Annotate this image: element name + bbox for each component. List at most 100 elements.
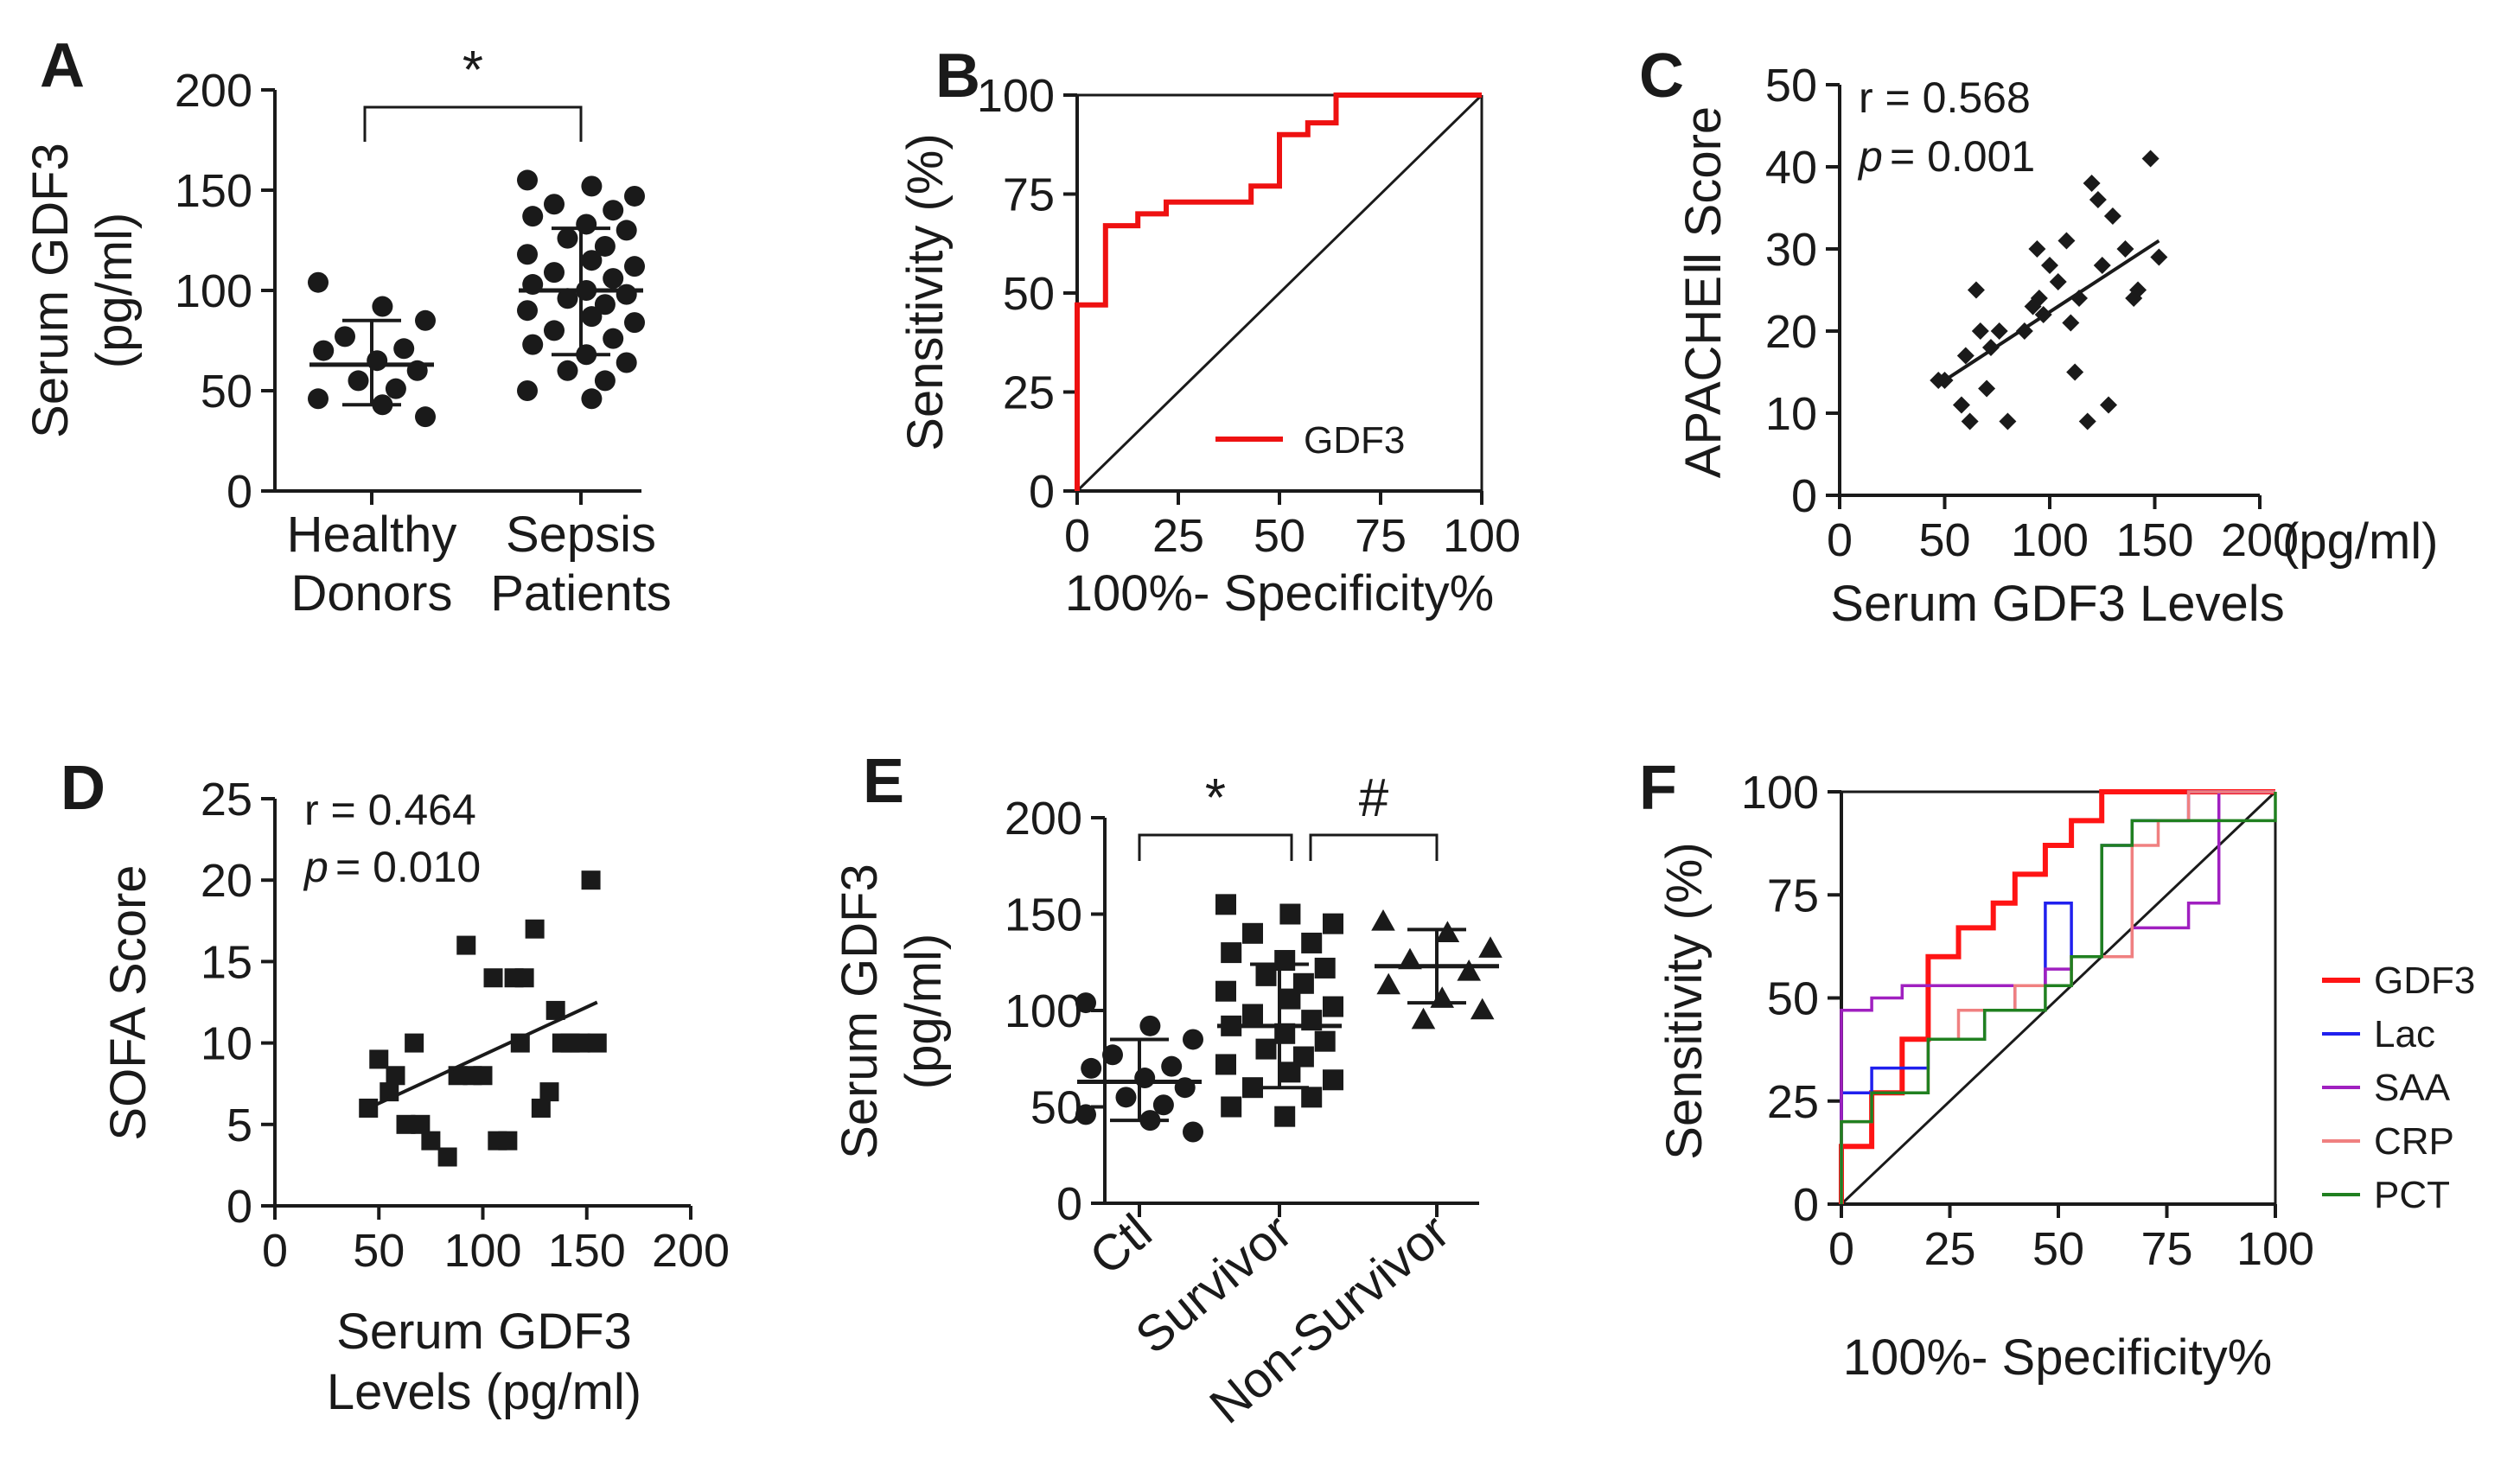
data-point [544, 194, 565, 215]
y-tick-label: 10 [201, 1018, 252, 1070]
data-point [1478, 936, 1502, 958]
data-point [1183, 1029, 1203, 1050]
data-point [594, 235, 616, 257]
y-tick-label: 150 [175, 165, 252, 217]
y-tick-label: 200 [1005, 793, 1082, 845]
data-point [1314, 1030, 1336, 1052]
significance-bracket [363, 105, 583, 142]
data-point [2083, 175, 2101, 192]
p-value: = 0.010 [335, 843, 481, 891]
y-tick-label: 25 [1767, 1076, 1819, 1128]
data-point [2093, 257, 2111, 274]
legend-label-gdf3: GDF3 [2374, 959, 2475, 1002]
group-1: Survivor [1126, 894, 1343, 1365]
y-tick-label: 50 [1765, 60, 1817, 112]
data-point [1081, 1057, 1102, 1079]
data-point [1978, 379, 1996, 398]
y-tick-label: 0 [226, 466, 252, 518]
p-label: p [303, 843, 329, 891]
data-point [603, 200, 624, 221]
y-tick-label: 100 [1005, 985, 1082, 1037]
data-point [581, 250, 603, 271]
x-tick-label: 0 [1828, 1223, 1854, 1275]
y-axis-label: SOFA Score [100, 864, 156, 1140]
data-point [308, 271, 329, 293]
x-tick-label: 200 [652, 1225, 730, 1277]
y-tick-label: 100 [1741, 767, 1819, 819]
data-point [1161, 1055, 1183, 1077]
data-point [456, 935, 476, 955]
significance-1-bracket [1138, 833, 1293, 861]
data-point [1215, 894, 1236, 915]
x-tick-label: 0 [1064, 510, 1090, 562]
x-axis-label: 100%- Specificity% [1843, 1329, 2272, 1386]
p-label: p [1857, 132, 1883, 181]
legend-label-saa: SAA [2374, 1067, 2451, 1109]
data-point [616, 352, 637, 373]
data-point [517, 300, 538, 322]
legend-label-crp: CRP [2374, 1120, 2454, 1163]
data-point [2062, 314, 2080, 332]
y-tick-label: 75 [1003, 169, 1055, 221]
y-tick-label: 50 [1030, 1082, 1082, 1134]
y-tick-label: 0 [226, 1181, 252, 1233]
data-point [1470, 998, 1495, 1020]
r-value: r = 0.464 [304, 786, 476, 834]
data-point [386, 1066, 405, 1086]
data-point [1279, 1061, 1301, 1083]
data-point [1152, 1094, 1174, 1116]
data-point [2028, 240, 2046, 258]
data-point [498, 1131, 518, 1151]
data-point [421, 1131, 441, 1151]
data-point [571, 1033, 590, 1053]
data-point [1279, 903, 1301, 925]
data-point [1323, 1069, 1343, 1091]
data-point [531, 1098, 551, 1118]
x-tick-label: 100 [443, 1225, 521, 1277]
data-point [557, 360, 578, 381]
diagonal-reference [1075, 93, 1483, 493]
data-point [581, 306, 603, 328]
y-tick-label: 25 [1003, 367, 1055, 419]
data-point [411, 1114, 431, 1134]
x-tick-label: 50 [2032, 1223, 2084, 1275]
r-value: r = 0.568 [1859, 73, 2031, 122]
data-point [1990, 322, 2008, 340]
data-point [1183, 1121, 1203, 1143]
data-point [581, 870, 601, 890]
panel-d: D SOFA Score 0 5 10 15 20 25 0 50 100 150 200 Serum G… [61, 754, 730, 1420]
data-point [1075, 992, 1096, 1014]
y-tick-label: 15 [201, 936, 252, 988]
y-tick-label: 75 [1767, 870, 1819, 921]
group-label: Patients [490, 565, 672, 622]
fit-line [1937, 239, 2160, 386]
data-point [2116, 240, 2134, 258]
x-tick-label: 100 [2011, 514, 2089, 566]
data-point [1221, 942, 1242, 964]
data-point [1274, 1106, 1296, 1127]
data-point [367, 350, 388, 372]
data-point [1255, 965, 1277, 986]
data-point [1323, 996, 1343, 1017]
data-point [2150, 248, 2168, 266]
data-point [594, 294, 616, 316]
data-point [2100, 396, 2118, 414]
x-axis-label: Serum GDF3 [336, 1304, 632, 1360]
data-point [517, 169, 538, 191]
group-label: Sepsis [506, 507, 656, 563]
data-point [2089, 191, 2107, 208]
x-axis-label-2: Levels (pg/ml) [327, 1364, 641, 1420]
data-point [539, 1082, 559, 1102]
y-tick-label: 20 [1765, 306, 1817, 358]
y-tick-label: 10 [1765, 388, 1817, 440]
data-point [2129, 281, 2147, 299]
y-tick-label: 25 [201, 774, 252, 826]
data-point [576, 214, 597, 235]
data-point [1967, 281, 1985, 299]
data-point [1435, 921, 1460, 942]
data-point [1314, 957, 1336, 979]
group-label: Ctl [1079, 1203, 1162, 1285]
x-axis-label: Serum GDF3 Levels [1830, 576, 2284, 632]
